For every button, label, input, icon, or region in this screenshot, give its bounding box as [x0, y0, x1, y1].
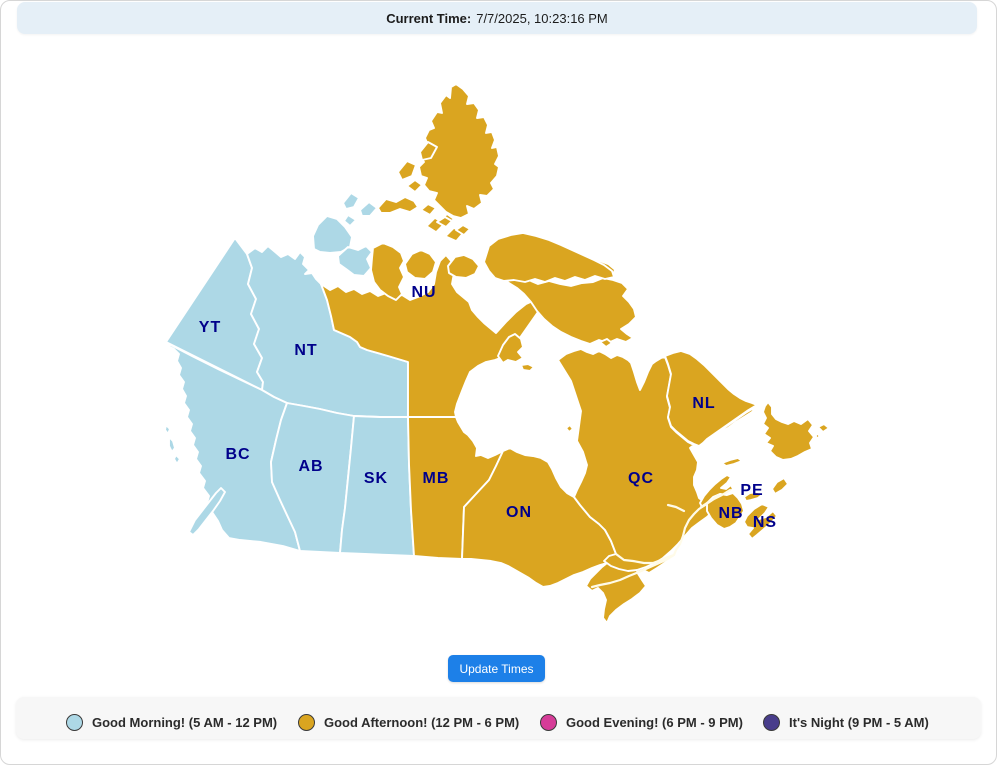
svg-text:PE: PE [740, 482, 763, 499]
svg-text:NT: NT [294, 342, 317, 359]
svg-text:BC: BC [225, 446, 250, 463]
svg-text:YT: YT [199, 319, 221, 336]
svg-text:AB: AB [298, 458, 323, 475]
svg-text:ON: ON [506, 504, 532, 521]
svg-text:NL: NL [692, 395, 715, 412]
svg-text:NB: NB [718, 505, 743, 522]
svg-text:SK: SK [364, 470, 388, 487]
svg-text:NS: NS [753, 514, 777, 531]
svg-text:QC: QC [628, 470, 654, 487]
svg-text:MB: MB [423, 470, 450, 487]
svg-text:NU: NU [411, 284, 436, 301]
